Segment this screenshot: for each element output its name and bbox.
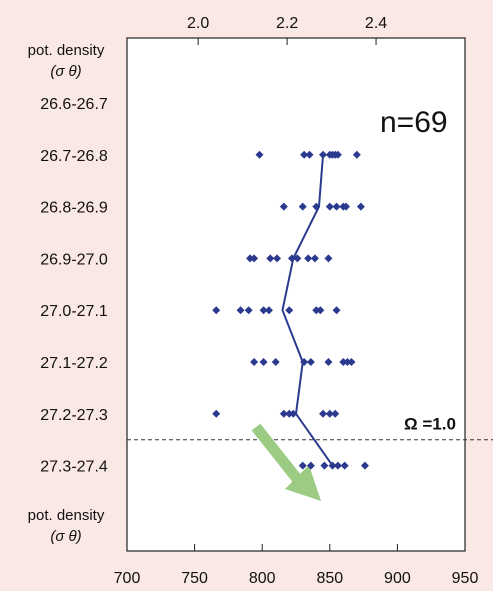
data-point <box>305 150 314 159</box>
y-category-labels: 26.6-26.7 26.7-26.8 26.8-26.9 26.9-27.0 27.0… <box>40 96 108 476</box>
data-point <box>300 358 309 366</box>
y-category-label: 26.6-26.7 <box>40 96 108 113</box>
data-point <box>324 254 333 263</box>
data-point <box>244 306 253 315</box>
data-point <box>333 150 342 159</box>
top-tick-label: 2.0 <box>187 15 209 32</box>
data-point <box>289 409 298 418</box>
data-point <box>285 409 294 418</box>
top-axis: 2.0 2.2 2.4 <box>187 15 387 45</box>
data-point <box>339 358 348 366</box>
bottom-tick-label: 700 <box>114 570 141 587</box>
data-point <box>279 202 288 211</box>
data-point <box>328 461 337 470</box>
data-point <box>293 254 302 263</box>
data-point <box>285 306 294 315</box>
y-title-bottom-line2: (σ θ) <box>50 528 81 545</box>
data-point <box>340 461 349 470</box>
y-category-label: 27.0-27.1 <box>40 303 108 320</box>
data-point <box>298 202 307 211</box>
data-point <box>310 254 319 263</box>
omega-label: Ω =1.0 <box>404 415 456 434</box>
data-point <box>347 358 356 366</box>
green-arrow <box>251 423 321 501</box>
data-point <box>325 202 334 211</box>
y-axis-title-top: pot. density (σ θ) <box>28 42 105 80</box>
bottom-tick-label: 900 <box>384 570 411 587</box>
data-point <box>312 202 321 211</box>
bottom-tick-label: 750 <box>181 570 208 587</box>
y-category-label: 27.2-27.3 <box>40 407 108 424</box>
top-tick-label: 2.4 <box>365 15 387 32</box>
plot-frame <box>126 37 466 552</box>
data-point <box>212 409 221 418</box>
data-point <box>259 358 268 366</box>
data-point <box>255 150 264 159</box>
n-annotation: n=69 <box>380 106 448 139</box>
data-point <box>273 254 282 263</box>
y-category-label: 26.8-26.9 <box>40 200 108 217</box>
data-point <box>306 461 315 470</box>
data-point <box>316 306 325 315</box>
data-point <box>331 409 340 418</box>
data-point <box>343 358 352 366</box>
bottom-tick-label: 850 <box>316 570 343 587</box>
data-points <box>212 150 369 470</box>
top-tick-label: 2.2 <box>276 15 298 32</box>
y-title-top-line2: (σ θ) <box>50 63 81 80</box>
data-point <box>250 358 259 366</box>
y-axis-title-bottom: pot. density (σ θ) <box>28 507 105 545</box>
data-point <box>360 461 369 470</box>
data-point <box>342 202 351 211</box>
data-point <box>319 409 328 418</box>
data-point <box>312 306 321 315</box>
data-point <box>264 306 273 315</box>
data-point <box>325 409 334 418</box>
y-title-bottom-line1: pot. density <box>28 507 105 524</box>
data-point <box>324 358 333 366</box>
data-point <box>298 461 307 470</box>
bottom-axis: 700 750 800 850 900 950 <box>114 544 479 587</box>
arrow-head <box>285 465 321 501</box>
data-point <box>332 306 341 315</box>
data-point <box>332 202 341 211</box>
data-point <box>212 306 221 315</box>
data-point <box>279 409 288 418</box>
data-point <box>304 254 313 263</box>
y-category-label: 27.3-27.4 <box>40 459 108 476</box>
data-point <box>287 254 296 263</box>
data-point <box>266 254 275 263</box>
data-point <box>246 254 255 263</box>
data-point <box>236 306 245 315</box>
data-point <box>333 461 342 470</box>
data-point <box>250 254 259 263</box>
y-category-label: 26.9-27.0 <box>40 251 108 268</box>
y-category-label: 27.1-27.2 <box>40 355 108 372</box>
y-title-top-line1: pot. density <box>28 42 105 59</box>
data-point <box>320 461 329 470</box>
data-point <box>356 202 365 211</box>
arrow-shaft <box>251 423 303 484</box>
data-point <box>259 306 268 315</box>
bottom-tick-label: 800 <box>249 570 276 587</box>
data-point <box>271 358 280 366</box>
bottom-tick-label: 950 <box>452 570 479 587</box>
data-point <box>352 150 361 159</box>
data-point <box>300 150 309 159</box>
y-category-label: 26.7-26.8 <box>40 148 108 165</box>
data-point <box>306 358 315 366</box>
data-point <box>319 150 328 159</box>
